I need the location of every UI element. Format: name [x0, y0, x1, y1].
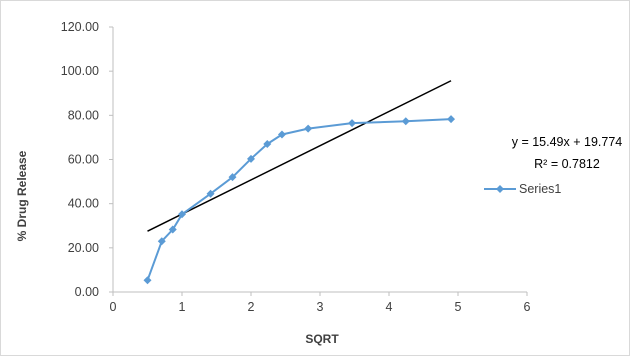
- legend: Series1: [484, 182, 561, 196]
- data-point: [157, 237, 166, 246]
- trendline-equation: y = 15.49x + 19.774: [512, 135, 623, 149]
- x-tick-label: 2: [248, 300, 255, 314]
- y-tick-label: 80.00: [68, 108, 99, 122]
- data-point: [206, 189, 215, 198]
- data-point: [277, 130, 286, 139]
- x-tick-label: 5: [455, 300, 462, 314]
- x-axis: 0 1 2 3 4 5 6: [110, 291, 531, 314]
- x-tick-label: 6: [524, 300, 531, 314]
- data-point: [247, 154, 255, 163]
- data-point: [401, 117, 410, 126]
- x-tick-label: 0: [110, 300, 117, 314]
- y-tick-label: 120.00: [61, 20, 99, 34]
- data-point: [263, 140, 272, 149]
- trendline: [147, 80, 452, 232]
- x-tick-label: 1: [179, 300, 186, 314]
- series-line: [146, 118, 452, 281]
- data-point: [228, 173, 237, 182]
- y-tick-label: 20.00: [68, 241, 99, 255]
- series-group: [143, 115, 456, 285]
- y-axis: 0.00 20.00 40.00 60.00 80.00 100.00 120.00: [61, 20, 114, 299]
- trendline-r2: R² = 0.7812: [534, 157, 600, 171]
- data-point: [168, 225, 177, 234]
- data-point: [447, 115, 456, 124]
- data-point: [178, 210, 186, 219]
- trendline-group: [147, 80, 452, 232]
- x-axis-title: SQRT: [305, 332, 339, 346]
- data-point: [348, 119, 357, 128]
- legend-series1-marker: [496, 185, 504, 193]
- y-tick-label: 40.00: [68, 197, 99, 211]
- data-point: [304, 124, 313, 133]
- y-tick-label: 100.00: [61, 64, 99, 78]
- data-point: [143, 276, 152, 285]
- y-axis-title: % Drug Release: [15, 150, 29, 241]
- x-tick-label: 3: [317, 300, 324, 314]
- x-tick-label: 4: [386, 300, 393, 314]
- y-tick-label: 0.00: [75, 285, 99, 299]
- y-tick-label: 60.00: [68, 153, 99, 167]
- legend-series1-label: Series1: [519, 182, 561, 196]
